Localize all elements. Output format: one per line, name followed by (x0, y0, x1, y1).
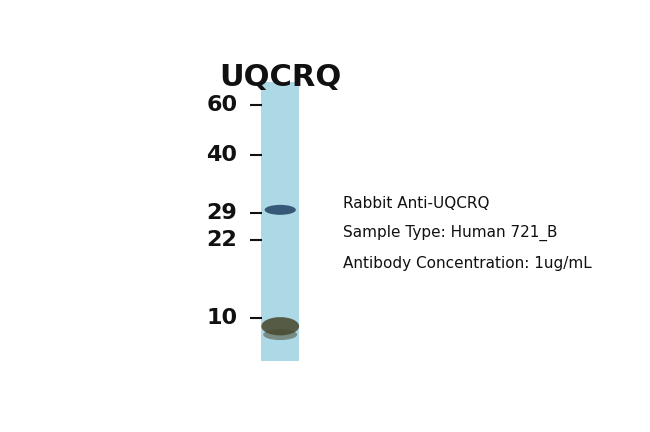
Text: 60: 60 (206, 95, 237, 115)
Bar (261, 82, 299, 361)
Ellipse shape (261, 317, 299, 335)
Ellipse shape (263, 329, 297, 340)
Text: Antibody Concentration: 1ug/mL: Antibody Concentration: 1ug/mL (343, 256, 592, 270)
Text: UQCRQ: UQCRQ (219, 64, 341, 92)
Text: 10: 10 (206, 308, 237, 328)
Text: 29: 29 (207, 203, 237, 223)
Text: 40: 40 (207, 145, 237, 165)
Text: Rabbit Anti-UQCRQ: Rabbit Anti-UQCRQ (343, 196, 489, 211)
Ellipse shape (265, 205, 296, 215)
Text: Sample Type: Human 721_B: Sample Type: Human 721_B (343, 225, 558, 241)
Text: 22: 22 (207, 230, 237, 250)
